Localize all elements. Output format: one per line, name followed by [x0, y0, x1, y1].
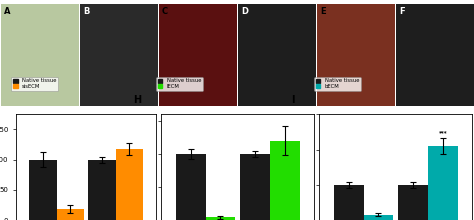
Text: E: E — [320, 7, 326, 16]
Text: C: C — [162, 7, 168, 16]
Bar — [29, 160, 56, 220]
Bar — [334, 185, 364, 220]
Bar — [364, 215, 393, 220]
Text: I: I — [292, 95, 295, 105]
Bar — [176, 154, 206, 220]
Text: B: B — [83, 7, 90, 16]
Bar — [88, 160, 116, 220]
Bar — [56, 209, 84, 220]
Legend: Native tissue, lECM: Native tissue, lECM — [156, 77, 203, 91]
Bar — [206, 217, 235, 220]
Bar — [428, 146, 457, 220]
Bar — [398, 185, 428, 220]
Text: ***: *** — [438, 130, 447, 135]
Bar — [240, 154, 270, 220]
Legend: Native tissue, bECM: Native tissue, bECM — [314, 77, 361, 91]
Bar — [270, 141, 300, 220]
Legend: Native tissue, sisECM: Native tissue, sisECM — [11, 77, 58, 91]
Bar — [116, 149, 143, 220]
Text: A: A — [4, 7, 10, 16]
Text: H: H — [134, 95, 142, 105]
Text: F: F — [399, 7, 405, 16]
Text: D: D — [241, 7, 248, 16]
